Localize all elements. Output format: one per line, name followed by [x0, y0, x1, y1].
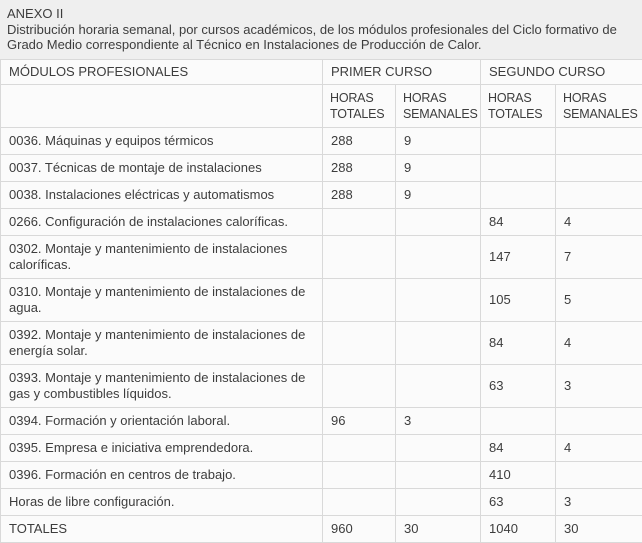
first-course-weekly-cell	[396, 209, 481, 236]
first-course-weekly-cell	[396, 365, 481, 408]
second-course-weekly-cell	[556, 155, 642, 182]
second-course-total-cell	[481, 408, 556, 435]
header-empty-cell	[1, 85, 323, 128]
second-course-weekly-cell: 5	[556, 279, 642, 322]
table-row: 0310. Montaje y mantenimiento de instala…	[1, 279, 642, 322]
second-course-weekly-cell: 4	[556, 435, 642, 462]
header-sub-row: HORAS TOTALES HORAS SEMANALES HORAS TOTA…	[1, 85, 642, 128]
module-cell: Horas de libre configuración.	[1, 489, 323, 516]
table-row: 0396. Formación en centros de trabajo. 41…	[1, 462, 642, 489]
module-cell: 0393. Montaje y mantenimiento de instala…	[1, 365, 323, 408]
table-row: 0266. Configuración de instalaciones cal…	[1, 209, 642, 236]
second-course-weekly-cell: 30	[556, 516, 642, 543]
second-course-total-cell: 63	[481, 365, 556, 408]
module-cell: TOTALES	[1, 516, 323, 543]
second-course-weekly-cell	[556, 182, 642, 209]
first-course-total-cell: 96	[323, 408, 396, 435]
first-course-total-cell	[323, 435, 396, 462]
module-cell: 0394. Formación y orientación laboral.	[1, 408, 323, 435]
second-course-weekly-cell: 4	[556, 209, 642, 236]
second-course-total-cell: 1040	[481, 516, 556, 543]
module-cell: 0038. Instalaciones eléctricas y automat…	[1, 182, 323, 209]
module-cell: 0266. Configuración de instalaciones cal…	[1, 209, 323, 236]
document-intro: ANEXO II Distribución horaria semanal, p…	[0, 0, 642, 59]
header-weekly-hours-second: HORAS SEMANALES	[556, 85, 642, 128]
header-first-course: PRIMER CURSO	[323, 60, 481, 85]
module-cell: 0395. Empresa e iniciativa emprendedora.	[1, 435, 323, 462]
header-group-row: MÓDULOS PROFESIONALES PRIMER CURSO SEGUN…	[1, 60, 642, 85]
first-course-weekly-cell: 9	[396, 182, 481, 209]
second-course-weekly-cell: 7	[556, 236, 642, 279]
table-row: 0394. Formación y orientación laboral.96…	[1, 408, 642, 435]
first-course-weekly-cell: 3	[396, 408, 481, 435]
first-course-total-cell	[323, 365, 396, 408]
module-cell: 0392. Montaje y mantenimiento de instala…	[1, 322, 323, 365]
second-course-total-cell	[481, 128, 556, 155]
first-course-weekly-cell	[396, 462, 481, 489]
header-second-course: SEGUNDO CURSO	[481, 60, 642, 85]
first-course-total-cell: 288	[323, 182, 396, 209]
first-course-weekly-cell: 9	[396, 155, 481, 182]
first-course-weekly-cell	[396, 489, 481, 516]
table-row: 0037. Técnicas de montaje de instalacion…	[1, 155, 642, 182]
annex-description: Distribución horaria semanal, por cursos…	[7, 22, 634, 52]
second-course-total-cell: 84	[481, 435, 556, 462]
first-course-weekly-cell	[396, 236, 481, 279]
header-total-hours-second: HORAS TOTALES	[481, 85, 556, 128]
first-course-total-cell	[323, 489, 396, 516]
header-total-hours-first: HORAS TOTALES	[323, 85, 396, 128]
first-course-total-cell	[323, 209, 396, 236]
module-cell: 0037. Técnicas de montaje de instalacion…	[1, 155, 323, 182]
table-row: 0038. Instalaciones eléctricas y automat…	[1, 182, 642, 209]
second-course-total-cell: 410	[481, 462, 556, 489]
second-course-total-cell: 147	[481, 236, 556, 279]
first-course-weekly-cell: 30	[396, 516, 481, 543]
second-course-total-cell	[481, 182, 556, 209]
first-course-total-cell: 288	[323, 155, 396, 182]
first-course-total-cell	[323, 462, 396, 489]
second-course-total-cell: 105	[481, 279, 556, 322]
first-course-total-cell: 960	[323, 516, 396, 543]
module-cell: 0310. Montaje y mantenimiento de instala…	[1, 279, 323, 322]
second-course-weekly-cell: 3	[556, 365, 642, 408]
first-course-total-cell: 288	[323, 128, 396, 155]
second-course-weekly-cell	[556, 128, 642, 155]
first-course-total-cell	[323, 279, 396, 322]
annex-title: ANEXO II	[7, 6, 634, 21]
second-course-total-cell: 84	[481, 209, 556, 236]
header-modules: MÓDULOS PROFESIONALES	[1, 60, 323, 85]
second-course-total-cell: 84	[481, 322, 556, 365]
first-course-total-cell	[323, 236, 396, 279]
second-course-total-cell: 63	[481, 489, 556, 516]
module-cell: 0036. Máquinas y equipos térmicos	[1, 128, 323, 155]
first-course-weekly-cell	[396, 322, 481, 365]
header-weekly-hours-first: HORAS SEMANALES	[396, 85, 481, 128]
second-course-weekly-cell: 3	[556, 489, 642, 516]
table-header: MÓDULOS PROFESIONALES PRIMER CURSO SEGUN…	[1, 60, 642, 128]
first-course-total-cell	[323, 322, 396, 365]
module-cell: 0396. Formación en centros de trabajo.	[1, 462, 323, 489]
table-row: 0392. Montaje y mantenimiento de instala…	[1, 322, 642, 365]
first-course-weekly-cell: 9	[396, 128, 481, 155]
table-row: 0393. Montaje y mantenimiento de instala…	[1, 365, 642, 408]
second-course-weekly-cell	[556, 462, 642, 489]
table-row: 0302. Montaje y mantenimiento de instala…	[1, 236, 642, 279]
table-row: 0395. Empresa e iniciativa emprendedora.…	[1, 435, 642, 462]
hours-distribution-table: MÓDULOS PROFESIONALES PRIMER CURSO SEGUN…	[0, 59, 642, 543]
second-course-total-cell	[481, 155, 556, 182]
second-course-weekly-cell	[556, 408, 642, 435]
module-cell: 0302. Montaje y mantenimiento de instala…	[1, 236, 323, 279]
second-course-weekly-cell: 4	[556, 322, 642, 365]
first-course-weekly-cell	[396, 435, 481, 462]
first-course-weekly-cell	[396, 279, 481, 322]
